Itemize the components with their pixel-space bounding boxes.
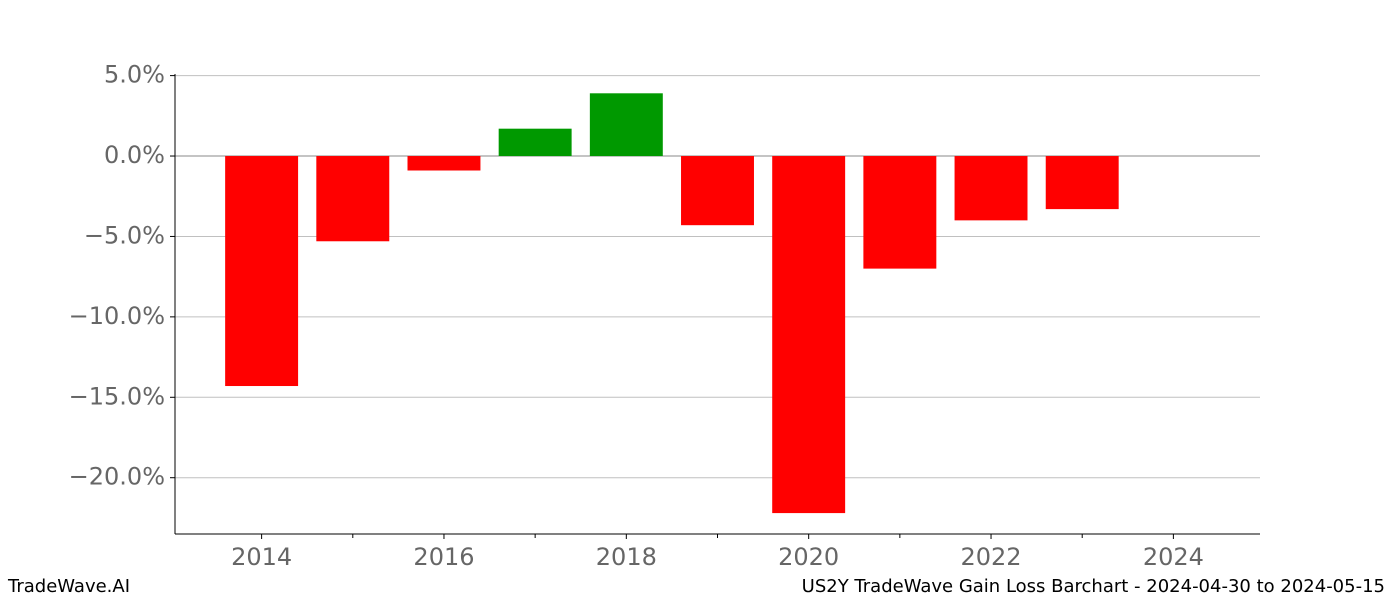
bar <box>225 156 299 387</box>
bar <box>316 156 390 242</box>
bar <box>863 156 937 269</box>
chart-title: US2Y TradeWave Gain Loss Barchart - 2024… <box>802 576 1385 597</box>
bar <box>589 93 663 157</box>
y-tick-label: −20.0% <box>69 463 165 491</box>
y-tick-label: 5.0% <box>104 61 165 89</box>
bar <box>1045 156 1119 210</box>
x-tick-label: 2022 <box>960 543 1021 571</box>
y-tick-label: −5.0% <box>84 221 165 249</box>
x-tick-label: 2014 <box>231 543 292 571</box>
y-tick-label: 0.0% <box>104 141 165 169</box>
y-tick-label: −10.0% <box>69 302 165 330</box>
x-tick-label: 2020 <box>778 543 839 571</box>
brand: TradeWave.AI <box>7 576 130 597</box>
bar <box>681 156 754 226</box>
x-tick-label: 2016 <box>413 543 474 571</box>
bar <box>498 128 572 157</box>
bar <box>772 156 846 514</box>
x-tick-label: 2024 <box>1143 543 1204 571</box>
bar <box>954 156 1028 221</box>
bar <box>407 156 481 171</box>
x-tick-label: 2018 <box>596 543 657 571</box>
y-tick-label: −15.0% <box>69 382 165 410</box>
